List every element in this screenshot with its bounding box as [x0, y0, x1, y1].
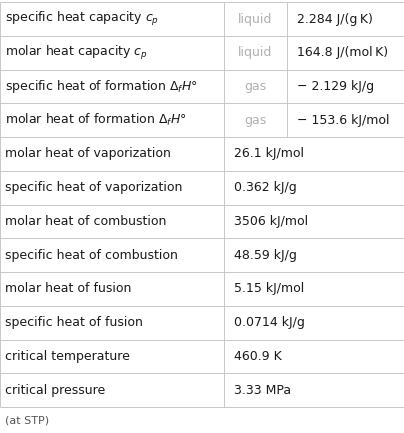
- Text: molar heat of combustion: molar heat of combustion: [5, 215, 166, 228]
- Text: molar heat capacity $c_p$: molar heat capacity $c_p$: [5, 44, 148, 62]
- Text: liquid: liquid: [238, 46, 273, 59]
- Text: 3506 kJ/mol: 3506 kJ/mol: [234, 215, 308, 228]
- Text: specific heat of vaporization: specific heat of vaporization: [5, 181, 182, 194]
- Text: gas: gas: [244, 114, 267, 127]
- Text: specific heat of combustion: specific heat of combustion: [5, 249, 178, 262]
- Text: specific heat capacity $c_p$: specific heat capacity $c_p$: [5, 10, 159, 28]
- Text: specific heat of formation $\Delta_f H$°: specific heat of formation $\Delta_f H$°: [5, 78, 198, 95]
- Text: 2.284 J/(g K): 2.284 J/(g K): [297, 13, 373, 26]
- Text: molar heat of formation $\Delta_f H$°: molar heat of formation $\Delta_f H$°: [5, 112, 187, 128]
- Text: 164.8 J/(mol K): 164.8 J/(mol K): [297, 46, 388, 59]
- Text: (at STP): (at STP): [5, 415, 49, 425]
- Text: molar heat of fusion: molar heat of fusion: [5, 282, 131, 295]
- Text: specific heat of fusion: specific heat of fusion: [5, 316, 143, 329]
- Text: 48.59 kJ/g: 48.59 kJ/g: [234, 249, 297, 262]
- Text: 5.15 kJ/mol: 5.15 kJ/mol: [234, 282, 305, 295]
- Text: 0.362 kJ/g: 0.362 kJ/g: [234, 181, 297, 194]
- Text: critical pressure: critical pressure: [5, 384, 105, 397]
- Text: 460.9 K: 460.9 K: [234, 350, 282, 363]
- Text: gas: gas: [244, 80, 267, 93]
- Text: − 2.129 kJ/g: − 2.129 kJ/g: [297, 80, 374, 93]
- Text: 26.1 kJ/mol: 26.1 kJ/mol: [234, 148, 304, 161]
- Text: molar heat of vaporization: molar heat of vaporization: [5, 148, 171, 161]
- Text: liquid: liquid: [238, 13, 273, 26]
- Text: − 153.6 kJ/mol: − 153.6 kJ/mol: [297, 114, 389, 127]
- Text: 3.33 MPa: 3.33 MPa: [234, 384, 291, 397]
- Text: 0.0714 kJ/g: 0.0714 kJ/g: [234, 316, 305, 329]
- Text: critical temperature: critical temperature: [5, 350, 130, 363]
